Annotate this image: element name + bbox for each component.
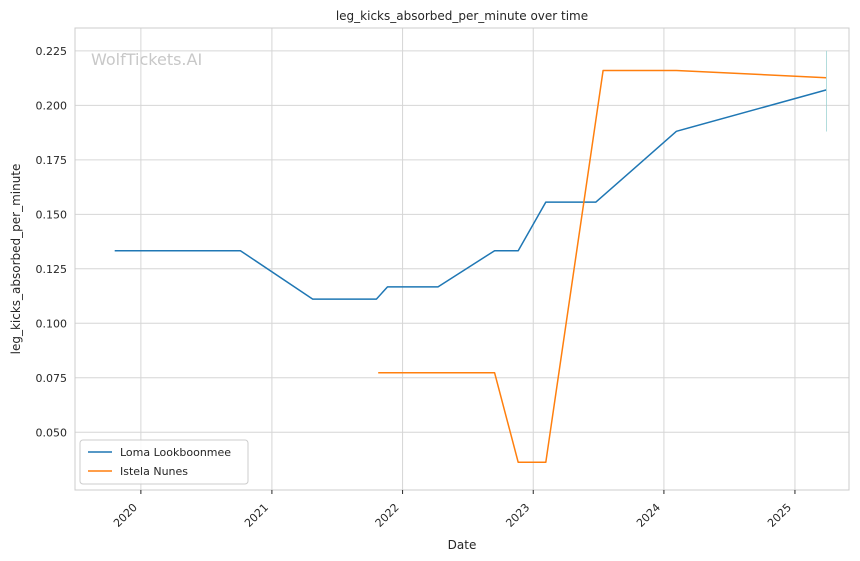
- plot-frame: [74, 27, 850, 491]
- watermark: WolfTickets.AI: [91, 50, 202, 69]
- y-axis-label: leg_kicks_absorbed_per_minute: [9, 164, 23, 355]
- y-tick-label: 0.150: [36, 208, 68, 221]
- series-line: [378, 69, 827, 464]
- legend-label: Istela Nunes: [120, 465, 188, 478]
- y-tick-label: 0.125: [36, 263, 68, 276]
- y-tick-label: 0.050: [36, 426, 68, 439]
- x-tick-label: 2020: [111, 501, 140, 530]
- y-tick-label: 0.175: [36, 154, 68, 167]
- grid-layer: [75, 28, 849, 490]
- chart-title: leg_kicks_absorbed_per_minute over time: [336, 9, 588, 23]
- x-tick-label: 2024: [634, 501, 663, 530]
- x-axis-label: Date: [448, 538, 477, 552]
- legend-box: [79, 439, 249, 485]
- series-line: [114, 89, 827, 300]
- x-tick-label: 2025: [765, 501, 794, 530]
- y-tick-label: 0.100: [36, 317, 68, 330]
- y-tick-label: 0.225: [36, 45, 68, 58]
- legend-label: Loma Lookboonmee: [120, 446, 231, 459]
- x-tick-label: 2023: [503, 501, 532, 530]
- x-tick-label: 2021: [242, 501, 271, 530]
- y-tick-label: 0.200: [36, 99, 68, 112]
- series-layer: [114, 50, 827, 464]
- x-tick-label: 2022: [373, 501, 402, 530]
- y-tick-label: 0.075: [36, 372, 68, 385]
- legend: Loma Lookboonmee Istela Nunes: [79, 439, 249, 485]
